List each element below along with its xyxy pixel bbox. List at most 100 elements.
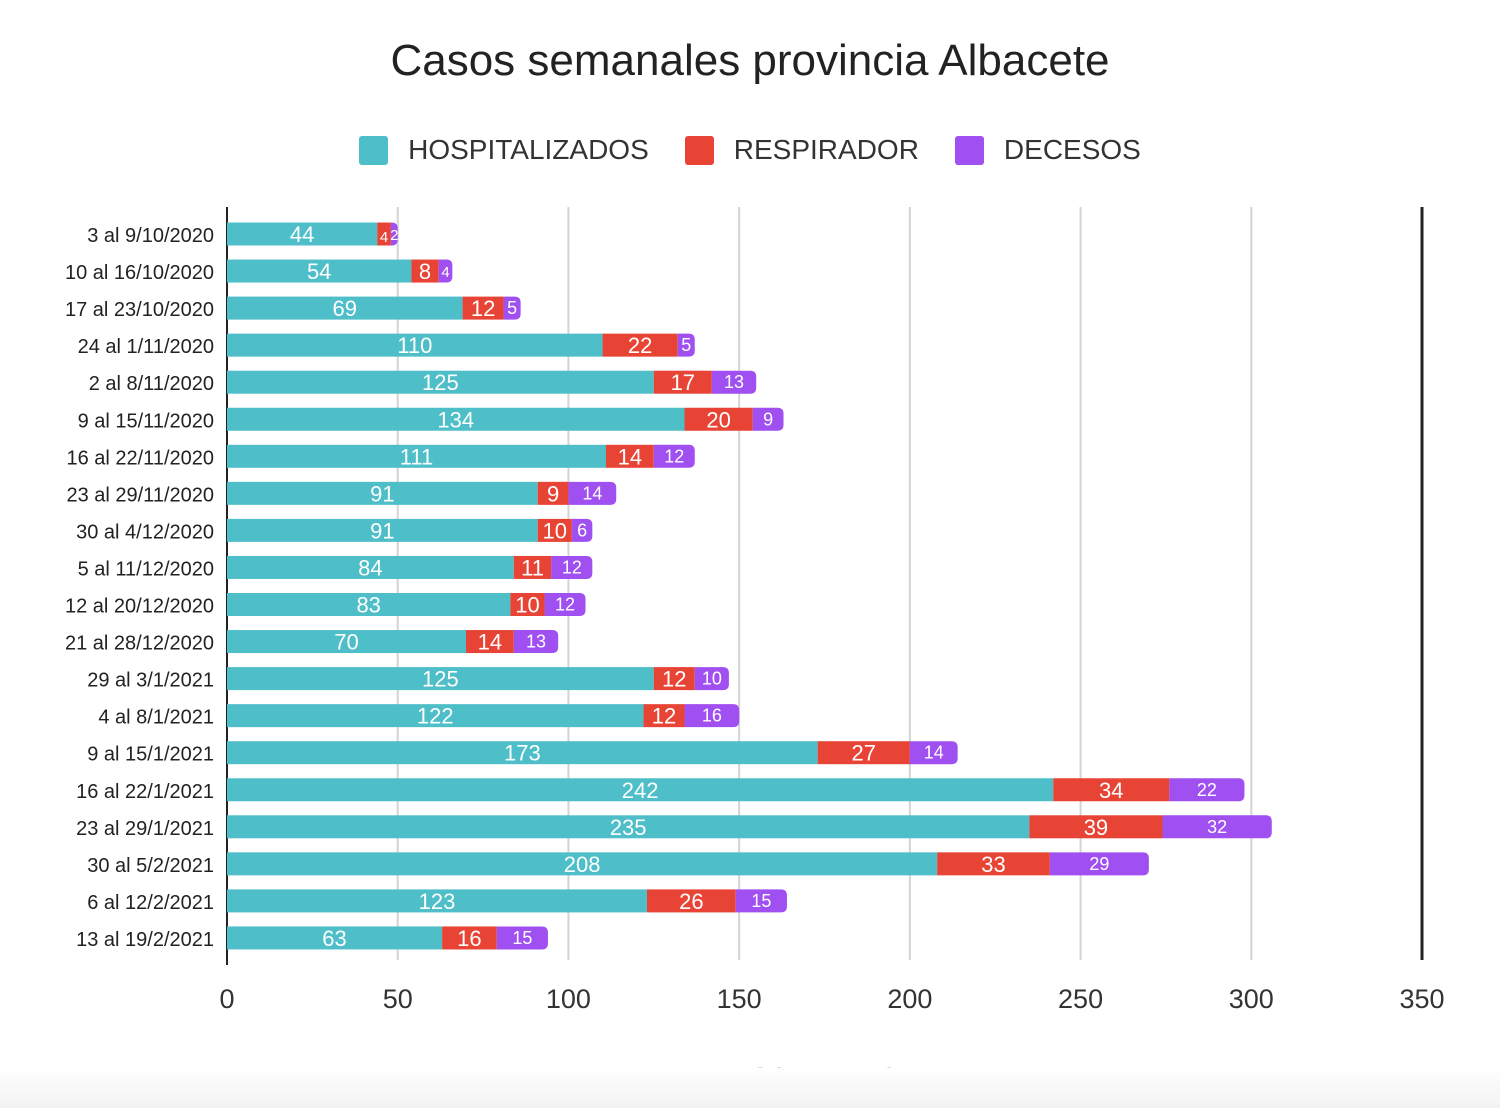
data-label-respirador: 33 (981, 852, 1005, 877)
y-tick-label: 30 al 4/12/2020 (76, 521, 214, 543)
data-label-respirador: 11 (521, 555, 544, 580)
data-label-decesos: 5 (507, 298, 517, 318)
bar-decesos (711, 370, 757, 394)
bar-hospitalizados (227, 222, 378, 246)
data-label-decesos: 12 (664, 446, 684, 466)
bar-respirador (513, 555, 552, 579)
bar-decesos (544, 593, 586, 616)
legend-item-decesos: DECESOS (954, 134, 1141, 166)
x-tick-label: 200 (887, 984, 932, 1014)
chart-title: Casos semanales provincia Albacete (390, 36, 1110, 85)
bar-decesos (1162, 815, 1272, 839)
y-tick-label: 23 al 29/11/2020 (66, 484, 214, 506)
bar-hospitalizados (227, 815, 1030, 839)
data-label-hospitalizados: 44 (290, 222, 314, 247)
x-tick-label: 300 (1229, 984, 1274, 1014)
y-tick-label: 9 al 15/11/2020 (78, 410, 214, 432)
data-label-decesos: 16 (702, 706, 722, 726)
data-label-hospitalizados: 54 (307, 259, 331, 284)
data-label-decesos: 12 (562, 557, 582, 577)
legend-item-hospitalizados: HOSPITALIZADOS (359, 134, 649, 166)
data-label-hospitalizados: 235 (610, 815, 647, 840)
bar-hospitalizados (227, 296, 463, 320)
bar-hospitalizados (227, 778, 1054, 802)
gridlines (226, 207, 1424, 965)
y-tick-label: 30 al 5/2/2021 (87, 855, 214, 877)
bar-respirador (466, 630, 514, 654)
bar-hospitalizados (227, 444, 606, 468)
data-label-decesos: 2 (390, 227, 398, 244)
data-label-respirador: 12 (662, 667, 686, 692)
legend-label-hospitalizados: HOSPITALIZADOS (408, 134, 649, 165)
bar-respirador (537, 481, 569, 505)
data-label-hospitalizados: 111 (400, 444, 433, 469)
legend-label-decesos: DECESOS (1003, 134, 1141, 165)
legend-swatch-decesos (954, 135, 984, 165)
y-tick-label: 16 al 22/11/2020 (66, 447, 214, 469)
data-label-decesos: 12 (555, 595, 575, 615)
y-tick-label: 12 al 20/12/2020 (65, 596, 214, 618)
bar-hospitalizados (227, 481, 538, 505)
bar-respirador (537, 518, 572, 542)
bar-hospitalizados (227, 926, 443, 950)
data-label-respirador: 8 (419, 259, 431, 284)
bar-decesos (752, 407, 784, 431)
data-label-hospitalizados: 134 (437, 407, 474, 432)
data-label-hospitalizados: 83 (356, 593, 380, 618)
data-label-respirador: 34 (1099, 778, 1123, 803)
bar-decesos (390, 222, 398, 246)
bar-decesos (513, 630, 559, 654)
bar-decesos (677, 333, 695, 357)
bar-respirador (653, 667, 695, 691)
data-label-hospitalizados: 110 (397, 333, 432, 358)
legend-item-respirador: RESPIRADOR (684, 134, 919, 166)
data-label-decesos: 15 (512, 928, 532, 948)
data-label-decesos: 32 (1207, 817, 1227, 837)
data-label-decesos: 14 (582, 483, 602, 503)
y-tick-label: 4 al 8/1/2021 (98, 707, 214, 729)
bottom-shadow (0, 1068, 1500, 1108)
bar-decesos (684, 704, 740, 728)
bar-respirador (1053, 778, 1170, 802)
data-label-respirador: 39 (1084, 815, 1108, 840)
bar-decesos (694, 667, 729, 691)
bar-respirador (643, 704, 685, 728)
bar-hospitalizados (227, 555, 514, 579)
bar-respirador (411, 259, 439, 283)
bar-hospitalizados (227, 407, 685, 431)
bar-hospitalizados (227, 259, 412, 283)
data-label-respirador: 27 (852, 741, 876, 766)
bar-decesos (503, 296, 521, 320)
x-axis-tick-labels: 0 50 100 150 200 250 300 350 (219, 984, 1444, 1014)
data-label-hospitalizados: 125 (422, 370, 459, 395)
data-label-respirador: 4 (380, 229, 388, 246)
legend-swatch-respirador (684, 135, 714, 165)
y-axis-labels: 3 al 9/10/2020 10 al 16/10/2020 17 al 23/1… (65, 225, 214, 951)
data-label-respirador: 26 (679, 889, 703, 914)
bar-respirador (937, 852, 1050, 876)
data-label-hospitalizados: 208 (564, 852, 601, 877)
data-label-decesos: 29 (1089, 854, 1109, 874)
x-tick-label: 350 (1399, 984, 1444, 1014)
data-label-decesos: 5 (681, 335, 691, 355)
bar-respirador (684, 407, 753, 431)
y-tick-label: 17 al 23/10/2020 (65, 299, 214, 321)
data-label-hospitalizados: 69 (333, 296, 357, 321)
bar-respirador (510, 593, 545, 616)
data-label-respirador: 14 (618, 444, 642, 469)
x-tick-label: 100 (546, 984, 591, 1014)
x-tick-label: 0 (219, 984, 234, 1014)
y-tick-label: 16 al 22/1/2021 (76, 781, 214, 803)
data-label-hospitalizados: 123 (419, 889, 456, 914)
bar-decesos (568, 481, 617, 505)
data-label-decesos: 15 (751, 891, 771, 911)
data-label-respirador: 16 (457, 926, 481, 951)
data-label-decesos: 22 (1197, 780, 1217, 800)
bar-respirador (646, 889, 736, 913)
y-tick-label: 24 al 1/11/2020 (78, 336, 214, 358)
data-label-respirador: 9 (547, 481, 559, 506)
x-tick-label: 250 (1058, 984, 1103, 1014)
data-label-hospitalizados: 242 (622, 778, 659, 803)
y-tick-label: 9 al 15/1/2021 (87, 744, 214, 766)
